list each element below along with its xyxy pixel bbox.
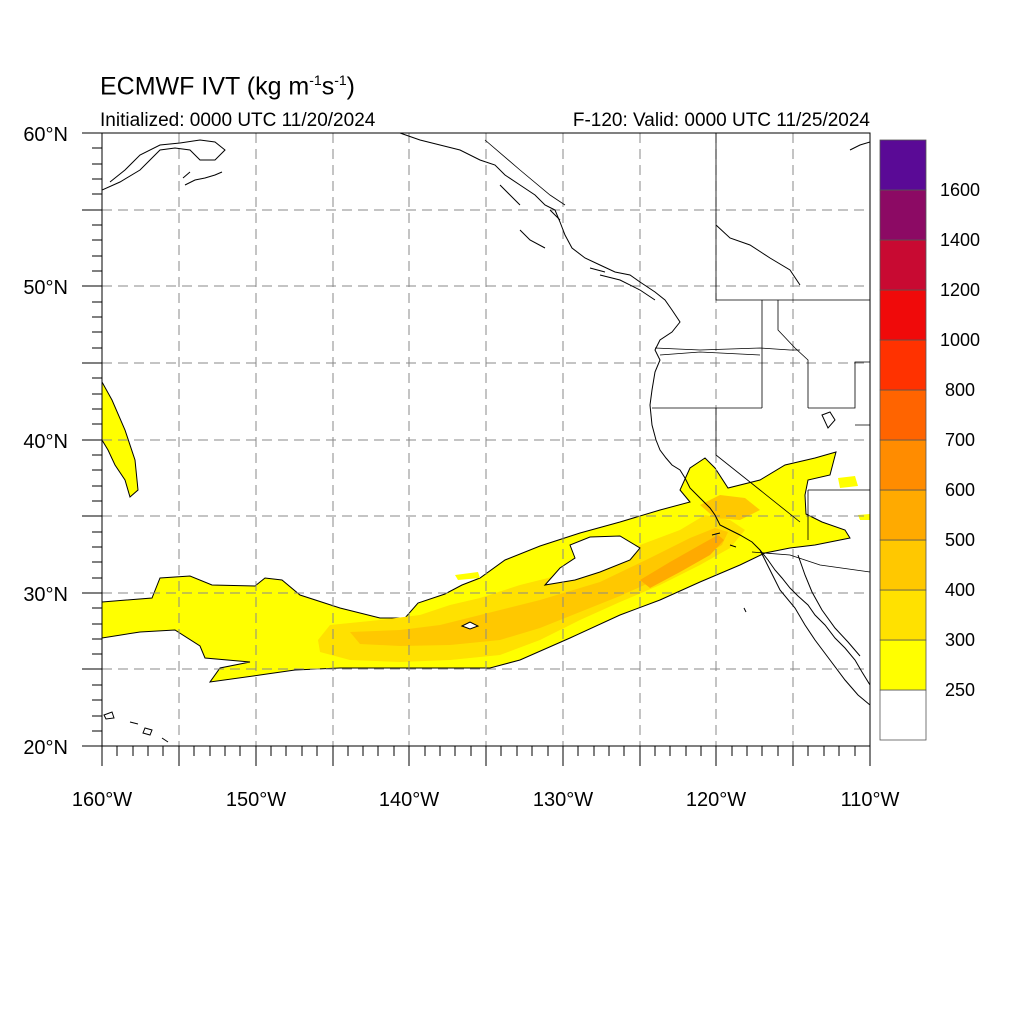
gulf-of-alaska-coast: [399, 133, 870, 686]
channel-islands: [711, 532, 747, 613]
ivt-north-plume: [700, 495, 760, 520]
idaho-border: [761, 300, 809, 408]
alaska-islands: [182, 171, 223, 186]
lat-label-40: 40°N: [23, 431, 68, 453]
canada-us-border: [654, 347, 800, 351]
ivt-great-basin-patch: [838, 476, 858, 488]
gulf-of-california: [797, 554, 861, 657]
baja-coast: [759, 549, 870, 706]
lon-label-110w: 110°W: [841, 789, 900, 811]
colorbar-swatch-10: [879, 189, 927, 241]
colorbar-label-1000: 1000: [940, 330, 980, 350]
lon-ticks: [101, 746, 871, 766]
hawaii-islands: [103, 711, 169, 743]
colorbar-label-400: 400: [945, 580, 975, 600]
colorbar-label-600: 600: [945, 480, 975, 500]
wa-or-border: [659, 351, 761, 356]
bc-islands: [499, 184, 656, 301]
ivt-300-band: [318, 515, 745, 662]
lon-label-130w: 130°W: [533, 789, 593, 811]
colorbar-swatch-5: [879, 439, 927, 491]
colorbar-swatch-7: [879, 339, 927, 391]
lat-label-50: 50°N: [23, 277, 68, 299]
colorbar-swatch-8: [879, 289, 927, 341]
great-salt-lake: [821, 411, 836, 429]
lon-label-150w: 150°W: [226, 789, 286, 811]
colorbar-label-700: 700: [945, 430, 975, 450]
ivt-field: [102, 380, 870, 683]
colorbar-swatch-4: [879, 489, 927, 541]
ivt-500-band: [640, 535, 724, 588]
us-mexico-border: [751, 551, 870, 573]
hudson-coast-east: [715, 141, 870, 286]
colorbar-label-1400: 1400: [940, 230, 980, 250]
ca-nv-border: [715, 408, 801, 523]
colorbar-swatch-9: [879, 239, 927, 291]
lon-label-140w: 140°W: [379, 789, 439, 811]
coastlines: [102, 133, 870, 743]
colorbar-swatch-6: [879, 389, 927, 441]
colorbar-swatch-2: [879, 589, 927, 641]
colorbar-swatch-1: [879, 639, 927, 691]
nv-ut-border: [808, 361, 870, 491]
colorbar-label-1200: 1200: [940, 280, 980, 300]
ivt-400-band: [350, 528, 728, 646]
lon-label-120w: 120°W: [686, 789, 746, 811]
ivt-small-hole: [460, 621, 480, 630]
colorbar-label-500: 500: [945, 530, 975, 550]
lat-major-ticks: [82, 132, 102, 747]
colorbar-label-800: 800: [945, 380, 975, 400]
colorbar-label-300: 300: [945, 630, 975, 650]
map-title: ECMWF IVT (kg m-1s-1): [100, 72, 355, 101]
ivt-east-edge-patch: [858, 514, 870, 520]
colorbar-swatch-0: [879, 689, 927, 741]
lat-label-20: 20°N: [23, 737, 68, 759]
ivt-tiny-patch: [455, 572, 480, 580]
lon-label-160w: 160°W: [72, 789, 132, 811]
colorbar-swatch-11: [879, 139, 927, 191]
ivt-dry-hole: [543, 535, 641, 586]
lat-minor-ticks: [92, 147, 102, 732]
alaska-canada-border: [484, 139, 566, 206]
colorbar-label-250: 250: [945, 680, 975, 700]
colorbar: 250 300 400 500 600 700 800 1000 1200 1400 1600: [879, 139, 980, 741]
colorbar-swatch-3: [879, 539, 927, 591]
canada-prov-border: [715, 133, 870, 301]
lat-label-30: 30°N: [23, 584, 68, 606]
lat-label-60: 60°N: [23, 124, 68, 146]
alaska-coast: [102, 139, 226, 191]
valid-time: F-120: Valid: 0000 UTC 11/25/2024: [572, 110, 870, 131]
ivt-250-contour: [102, 451, 851, 683]
initialized-time: Initialized: 0000 UTC 11/20/2024: [100, 110, 376, 131]
political-borders: [484, 133, 870, 573]
colorbar-label-1600: 1600: [940, 180, 980, 200]
